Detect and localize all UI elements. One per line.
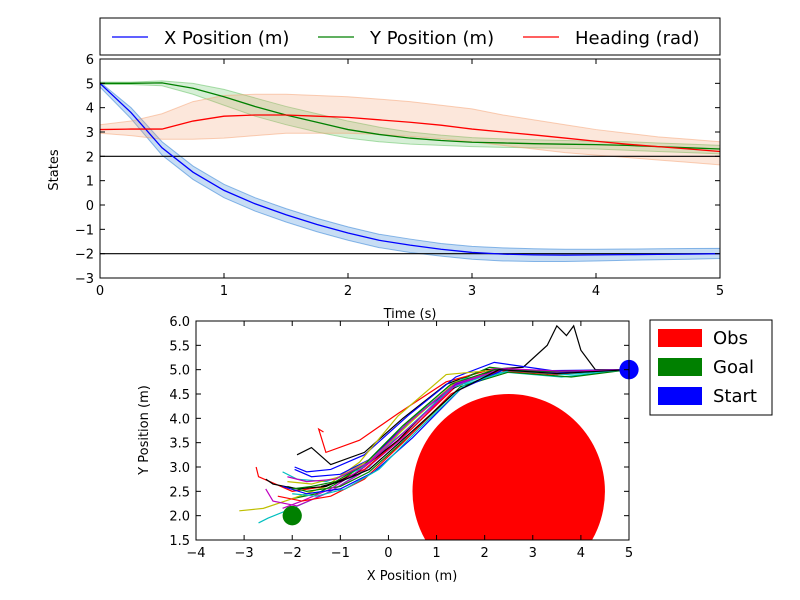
axes-frame bbox=[195, 320, 630, 541]
y-tick-label: −2 bbox=[75, 248, 94, 263]
x-tick-label: 1 bbox=[432, 546, 440, 561]
y-tick-label: −1 bbox=[75, 223, 94, 238]
y-tick-label: 5.0 bbox=[169, 364, 190, 379]
x-tick-label: 5 bbox=[625, 546, 633, 561]
band-series-3 bbox=[100, 93, 720, 166]
y-tick-label: 2 bbox=[86, 150, 94, 165]
y-tick-label: 4.0 bbox=[169, 412, 190, 427]
x-tick-label: 4 bbox=[592, 284, 600, 299]
legend-swatch-start bbox=[658, 387, 702, 405]
trajectory-1 bbox=[296, 324, 629, 466]
legend: Obs Goal Start bbox=[649, 319, 773, 416]
trajectory-19 bbox=[287, 368, 629, 483]
y-tick-label: 2.0 bbox=[169, 510, 190, 525]
series-line-3 bbox=[100, 114, 720, 153]
y-tick-label: 2.5 bbox=[169, 485, 190, 500]
x-tick-label: −3 bbox=[235, 546, 254, 561]
states-plot: 0 1 2 3 4 5 −3 −2 −1 0 1 2 3 4 5 6 Time (s) States X Posit… bbox=[47, 17, 724, 322]
y-axis-label: States bbox=[47, 149, 62, 190]
series-line-1 bbox=[100, 82, 720, 256]
trajectory-20 bbox=[320, 369, 629, 488]
x-tick-label: −4 bbox=[186, 546, 205, 561]
y-tick-label: 6 bbox=[86, 53, 94, 68]
legend-swatch-obs bbox=[658, 329, 702, 347]
plot-area bbox=[239, 324, 629, 540]
y-tick-label: 6.0 bbox=[169, 315, 190, 330]
plot-area bbox=[100, 80, 720, 262]
trajectory-15 bbox=[277, 369, 629, 502]
x-tick-label: 4 bbox=[577, 546, 585, 561]
legend-label-goal: Goal bbox=[713, 357, 754, 378]
y-axis-label: Y Position (m) bbox=[137, 385, 152, 476]
x-tick-label: 3 bbox=[468, 284, 476, 299]
y-tick-label: 0 bbox=[86, 199, 94, 214]
y-tick-label: 1 bbox=[86, 175, 94, 190]
y-tick-label: 1.5 bbox=[169, 534, 190, 549]
y-tick-label: 5 bbox=[86, 77, 94, 92]
x-tick-label: 2 bbox=[344, 284, 352, 299]
legend-label-start: Start bbox=[713, 386, 757, 407]
band-series-1 bbox=[100, 81, 720, 262]
legend-label-2: Y Position (m) bbox=[369, 28, 494, 49]
series-line-2 bbox=[100, 82, 720, 150]
obstacle-circle bbox=[412, 394, 605, 540]
legend: X Position (m) Y Position (m) Heading (rad… bbox=[99, 17, 721, 56]
trajectory-17 bbox=[292, 369, 629, 490]
legend-box bbox=[99, 17, 721, 56]
y-tick-label: 4.5 bbox=[169, 388, 190, 403]
x-tick-label: −1 bbox=[331, 546, 350, 561]
goal-marker bbox=[282, 505, 302, 526]
x-tick-label: 5 bbox=[716, 284, 724, 299]
trajectory-3 bbox=[294, 361, 629, 473]
legend-label-3: Heading (rad) bbox=[575, 28, 700, 49]
y-tick-label: 3.5 bbox=[169, 437, 190, 452]
band-series-2 bbox=[100, 80, 720, 155]
legend-swatch-goal bbox=[658, 358, 702, 376]
legend-label-obs: Obs bbox=[713, 328, 748, 349]
y-tick-label: 3.0 bbox=[169, 461, 190, 476]
x-axis-label: X Position (m) bbox=[367, 569, 458, 584]
y-tick-label: 4 bbox=[86, 102, 94, 117]
y-tick-label: −3 bbox=[75, 272, 94, 287]
x-tick-label: 3 bbox=[529, 546, 537, 561]
trajectory-plot: −4 −3 −2 −1 0 1 2 3 4 5 1.5 2.0 2.5 3.0 3.5 4.0 4.5 5.0 5.… bbox=[137, 315, 773, 584]
x-tick-label: 1 bbox=[220, 284, 228, 299]
y-tick-label: 5.5 bbox=[169, 339, 190, 354]
x-tick-label: 2 bbox=[481, 546, 489, 561]
y-tick-label: 3 bbox=[86, 126, 94, 141]
x-tick-label: 0 bbox=[96, 284, 104, 299]
x-tick-label: 0 bbox=[384, 546, 392, 561]
x-tick-label: −2 bbox=[283, 546, 302, 561]
legend-label-1: X Position (m) bbox=[164, 28, 289, 49]
axes-frame bbox=[99, 58, 721, 279]
x-axis-label: Time (s) bbox=[383, 307, 437, 322]
